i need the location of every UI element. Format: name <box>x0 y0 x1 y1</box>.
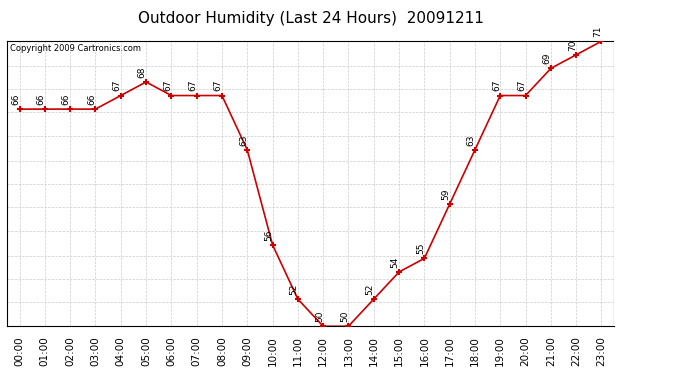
Text: 52: 52 <box>290 284 299 295</box>
Text: 56: 56 <box>264 229 273 241</box>
Text: 50: 50 <box>340 310 349 322</box>
Text: 66: 66 <box>62 93 71 105</box>
Text: 67: 67 <box>492 80 501 92</box>
Text: 69: 69 <box>542 53 551 64</box>
Text: Copyright 2009 Cartronics.com: Copyright 2009 Cartronics.com <box>10 44 141 53</box>
Text: 63: 63 <box>466 134 475 146</box>
Text: 63: 63 <box>239 134 248 146</box>
Text: 54: 54 <box>391 256 400 268</box>
Text: 67: 67 <box>112 80 121 92</box>
Text: 66: 66 <box>11 93 20 105</box>
Text: 67: 67 <box>518 80 526 92</box>
Text: 71: 71 <box>593 26 602 37</box>
Text: 50: 50 <box>315 310 324 322</box>
Text: Outdoor Humidity (Last 24 Hours)  20091211: Outdoor Humidity (Last 24 Hours) 2009121… <box>137 11 484 26</box>
Text: 66: 66 <box>37 93 46 105</box>
Text: 67: 67 <box>214 80 223 92</box>
Text: 67: 67 <box>188 80 197 92</box>
Text: 55: 55 <box>416 243 425 254</box>
Text: 59: 59 <box>442 189 451 200</box>
Text: 52: 52 <box>366 284 375 295</box>
Text: 70: 70 <box>568 39 577 51</box>
Text: 66: 66 <box>87 93 96 105</box>
Text: 68: 68 <box>138 66 147 78</box>
Text: 67: 67 <box>163 80 172 92</box>
